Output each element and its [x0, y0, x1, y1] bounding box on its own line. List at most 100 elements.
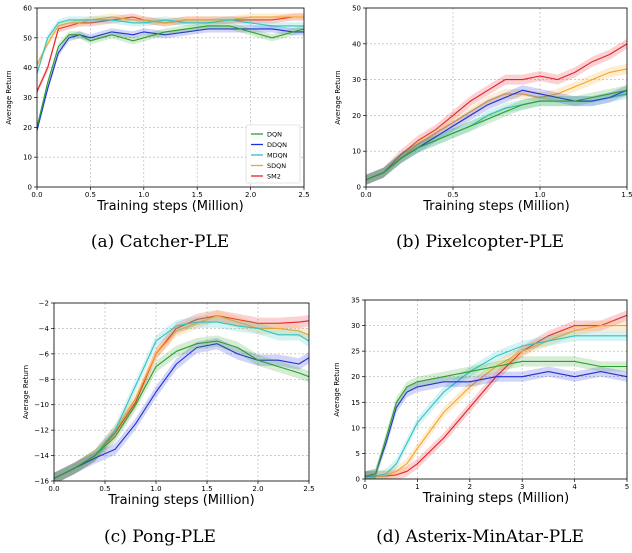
plot-area [37, 13, 304, 134]
x-tick-label: 0.0 [48, 485, 59, 493]
x-tick-label: 1.5 [621, 191, 632, 199]
caption-asterix: (d) Asterix-MinAtar-PLE [376, 527, 584, 547]
y-tick-label: 30 [351, 322, 360, 330]
y-axis-label: Average Return [333, 362, 341, 416]
band-mdqn [365, 330, 627, 479]
caption-catcher: (a) Catcher-PLE [90, 232, 230, 252]
series-line-dqn [366, 89, 627, 181]
y-axis-label: Average Return [334, 70, 342, 124]
y-tick-label: 40 [352, 40, 361, 48]
axes-frame [364, 299, 628, 480]
y-tick-label: −16 [34, 478, 49, 486]
y-tick-label: 40 [23, 64, 32, 72]
legend: DQN DDQN MDQN SDQN SM2 [245, 124, 301, 184]
band-mdqn [366, 88, 627, 185]
y-tick-label: −6 [39, 350, 50, 358]
y-tick-label: 20 [352, 112, 361, 120]
x-tick-label: 0.0 [360, 191, 371, 199]
band-sdqn [365, 320, 627, 479]
y-tick-label: 50 [23, 34, 32, 42]
x-tick-label: 4 [572, 483, 577, 491]
y-tick-label: 15 [351, 399, 360, 407]
series-line-dqn [37, 25, 304, 128]
x-tick-label: 2.0 [252, 485, 263, 493]
legend-label-dqn: DQN [267, 130, 282, 138]
y-tick-label: 0 [28, 184, 32, 192]
series-line-sdqn [366, 68, 627, 181]
caption-pixelcopter: (b) Pixelcopter-PLE [395, 232, 565, 252]
band-sm2 [366, 38, 627, 185]
x-axis-label: Training steps (Million) [107, 493, 254, 508]
x-tick-label: 2.5 [298, 191, 309, 199]
plot-area [365, 310, 627, 479]
band-sdqn [54, 310, 309, 481]
x-tick-label: 0.5 [447, 191, 458, 199]
x-axis-label: Training steps (Million) [96, 199, 243, 214]
band-dqn [365, 356, 627, 479]
legend-label-ddqn: DDQN [267, 141, 287, 149]
series-line-mdqn [365, 335, 627, 477]
y-tick-label: 30 [23, 94, 32, 102]
plot-area [366, 38, 627, 185]
x-tick-label: 1.5 [192, 191, 203, 199]
series-line-sdqn [37, 16, 304, 65]
chart-asterix: 0 1 2 3 4 5 0 5 10 15 20 25 30 35 Training steps (Mill… [333, 297, 629, 507]
band-ddqn [37, 25, 304, 134]
series-line-ddqn [54, 343, 309, 479]
series-line-mdqn [54, 321, 309, 479]
caption-pong: (c) Pong-PLE [104, 527, 216, 547]
legend-label-sm2: SM2 [267, 172, 281, 180]
series-line-ddqn [37, 28, 304, 131]
y-tick-label: −10 [34, 401, 49, 409]
band-sdqn [37, 13, 304, 69]
band-sm2 [365, 310, 627, 479]
y-axis-label: Average Return [5, 70, 13, 124]
y-tick-label: 35 [351, 297, 360, 305]
series-line-dqn [365, 360, 627, 477]
y-tick-label: −14 [34, 452, 49, 460]
x-tick-label: 1.0 [138, 191, 149, 199]
series-line-sm2 [365, 314, 627, 477]
y-tick-label: 10 [23, 154, 32, 162]
x-tick-label: 3 [520, 483, 524, 491]
legend-label-mdqn: MDQN [267, 151, 288, 159]
x-tick-label: 1.0 [150, 485, 161, 493]
chart-pixelcopter: 0.0 0.5 1.0 1.5 0 10 20 30 40 50 Training steps (M… [334, 5, 632, 215]
x-tick-label: 0.0 [31, 191, 42, 199]
x-axis-label: Training steps (Million) [422, 491, 569, 506]
axes-frame [365, 7, 628, 188]
y-tick-label: 20 [23, 124, 32, 132]
x-tick-label: 2 [468, 483, 472, 491]
y-tick-label: 30 [352, 76, 361, 84]
band-sm2 [54, 310, 309, 481]
band-dqn [54, 335, 309, 481]
y-tick-label: 10 [351, 424, 360, 432]
y-tick-label: −12 [34, 427, 49, 435]
x-tick-label: 0.5 [99, 485, 110, 493]
y-tick-label: 25 [351, 348, 360, 356]
band-mdqn [37, 16, 304, 78]
y-tick-label: 50 [352, 5, 361, 13]
x-tick-label: 2.0 [245, 191, 256, 199]
x-axis-label: Training steps (Million) [422, 199, 569, 214]
chart-catcher: 0.0 0.5 1.0 1.5 2.0 2.5 0 10 20 30 40 50 60 Training … [5, 5, 310, 215]
band-dqn [37, 22, 304, 131]
y-tick-label: −8 [39, 376, 49, 384]
y-tick-label: 60 [23, 5, 32, 13]
legend-box [245, 124, 301, 184]
series-line-dqn [54, 340, 309, 479]
x-tick-label: 0 [363, 483, 367, 491]
band-sdqn [366, 63, 627, 185]
plot-area [54, 310, 309, 481]
chart-pong: 0.0 0.5 1.0 1.5 2.0 2.5 −16 −14 −12 −10 −8 −6 −4 −2 Tr… [22, 300, 315, 509]
y-tick-label: 0 [357, 184, 361, 192]
x-tick-label: 2.5 [303, 485, 314, 493]
x-tick-label: 0.5 [85, 191, 96, 199]
y-tick-label: −4 [39, 325, 50, 333]
y-tick-label: 10 [352, 148, 361, 156]
series-line-ddqn [365, 371, 627, 477]
x-tick-label: 1.5 [201, 485, 212, 493]
axes-frame [53, 302, 310, 482]
y-tick-label: 20 [351, 373, 360, 381]
y-tick-label: 0 [356, 476, 360, 484]
